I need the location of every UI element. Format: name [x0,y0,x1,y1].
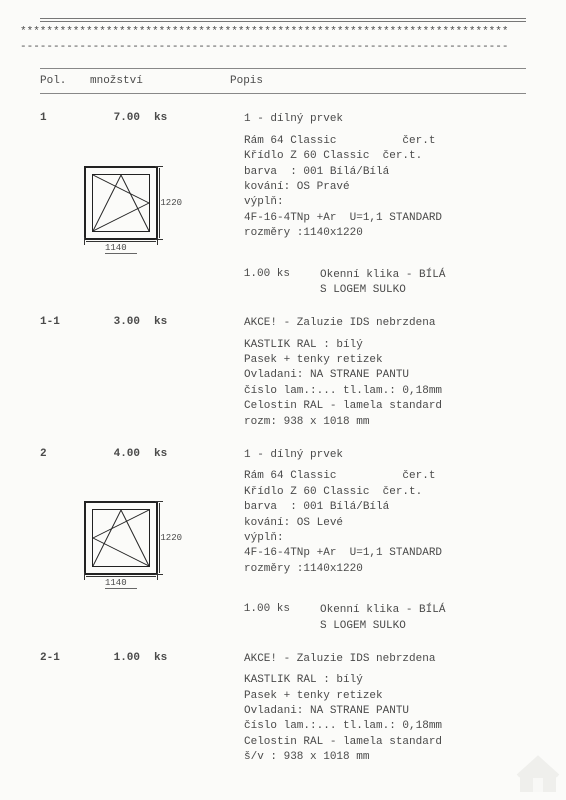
window-drawing: 1220 1140 [80,166,150,240]
item-row: 1-1 3.00 ks AKCE! - Zaluzie IDS nebrzden… [40,316,526,430]
desc-line: Rám 64 Classic čer.t [244,134,526,149]
window-opening-lines-icon [93,510,149,566]
desc-line: KASTLIK RAL : bílý [244,673,526,688]
desc-line: AKCE! - Zaluzie IDS nebrzdena [244,652,526,667]
desc-line: číslo lam.:... tl.lam.: 0,18mm [244,384,526,399]
desc-line: Pasek + tenky retizek [244,689,526,704]
pol-number: 2-1 [40,652,90,766]
description-block: AKCE! - Zaluzie IDS nebrzdena KASTLIK RA… [204,652,526,766]
dim-tick [155,166,163,167]
sub-description: Okenní klika - BÍLÁ S LOGEM SULKO [290,268,526,299]
desc-line: 1 - dílný prvek [244,448,526,463]
unit: ks [140,652,204,766]
dash-divider: ----------------------------------------… [20,41,546,54]
quantity: 3.00 [90,316,140,430]
desc-line: 1 - dílný prvek [244,112,526,127]
header-qty: množství [90,75,210,87]
desc-line: KASTLIK RAL : bílý [244,338,526,353]
desc-line: číslo lam.:... tl.lam.: 0,18mm [244,719,526,734]
document-page: ****************************************… [0,0,566,800]
desc-line: Ovladani: NA STRANE PANTU [244,368,526,383]
dim-tick [157,237,158,245]
description-block: 1 - dílný prvek Rám 64 Classic čer.t Kří… [204,448,526,577]
dim-bar [86,576,156,577]
desc-line: Celostin RAL - lamela standard [244,735,526,750]
dim-bar [86,241,156,242]
desc-line: rozm: 938 x 1018 mm [244,415,526,430]
quantity: 1.00 [90,652,140,766]
desc-line: kování: OS Levé [244,516,526,531]
sub-item-row: 1.00 ks Okenní klika - BÍLÁ S LOGEM SULK… [40,268,526,299]
window-sash-icon [92,509,150,567]
dim-tick [84,572,85,580]
description-block: 1 - dílný prvek Rám 64 Classic čer.t Kří… [204,112,526,241]
dim-height: 1220 [160,533,182,543]
desc-line: barva : 001 Bílá/Bílá [244,165,526,180]
desc-line: výplň: [244,531,526,546]
desc-line: AKCE! - Zaluzie IDS nebrzdena [244,316,526,331]
desc-line: S LOGEM SULKO [320,283,526,298]
unit: ks [140,316,204,430]
desc-line: Okenní klika - BÍLÁ [320,603,526,618]
star-divider: ****************************************… [20,26,546,39]
dim-width: 1140 [105,243,137,254]
dim-height: 1220 [160,198,182,208]
desc-line: Ovladani: NA STRANE PANTU [244,704,526,719]
sub-quantity: 1.00 ks [210,603,290,634]
window-frame-icon: 1220 1140 [84,501,158,575]
sub-description: Okenní klika - BÍLÁ S LOGEM SULKO [290,603,526,634]
description-block: AKCE! - Zaluzie IDS nebrzdena KASTLIK RA… [204,316,526,430]
desc-line: Rám 64 Classic čer.t [244,469,526,484]
desc-line: rozměry :1140x1220 [244,562,526,577]
desc-line: kování: OS Pravé [244,180,526,195]
desc-line: výplň: [244,195,526,210]
header-pol: Pol. [40,75,90,87]
desc-line: Křídlo Z 60 Classic čer.t. [244,485,526,500]
desc-line: š/v : 938 x 1018 mm [244,750,526,765]
desc-line: rozměry :1140x1220 [244,226,526,241]
desc-line: Křídlo Z 60 Classic čer.t. [244,149,526,164]
sub-item-row: 1.00 ks Okenní klika - BÍLÁ S LOGEM SULK… [40,603,526,634]
dim-width: 1140 [105,578,137,589]
desc-line: S LOGEM SULKO [320,619,526,634]
desc-line: barva : 001 Bílá/Bílá [244,500,526,515]
table-header: Pol. množství Popis [40,68,526,94]
desc-line: 4F-16-4TNp +Ar U=1,1 STANDARD [244,211,526,226]
pol-number: 1-1 [40,316,90,430]
item-row: 2-1 1.00 ks AKCE! - Zaluzie IDS nebrzden… [40,652,526,766]
window-sash-icon [92,174,150,232]
top-rule [40,18,526,22]
dim-tick [84,237,85,245]
sub-quantity: 1.00 ks [210,268,290,299]
window-opening-lines-icon [93,175,149,231]
watermark-house-icon [516,754,560,794]
dim-tick [157,572,158,580]
desc-line: Celostin RAL - lamela standard [244,399,526,414]
desc-line: Pasek + tenky retizek [244,353,526,368]
spacer [40,268,210,299]
header-desc: Popis [210,75,526,87]
window-drawing: 1220 1140 [80,501,150,575]
window-frame-icon: 1220 1140 [84,166,158,240]
desc-line: 4F-16-4TNp +Ar U=1,1 STANDARD [244,546,526,561]
dim-tick [155,501,163,502]
desc-line: Okenní klika - BÍLÁ [320,268,526,283]
spacer [40,603,210,634]
